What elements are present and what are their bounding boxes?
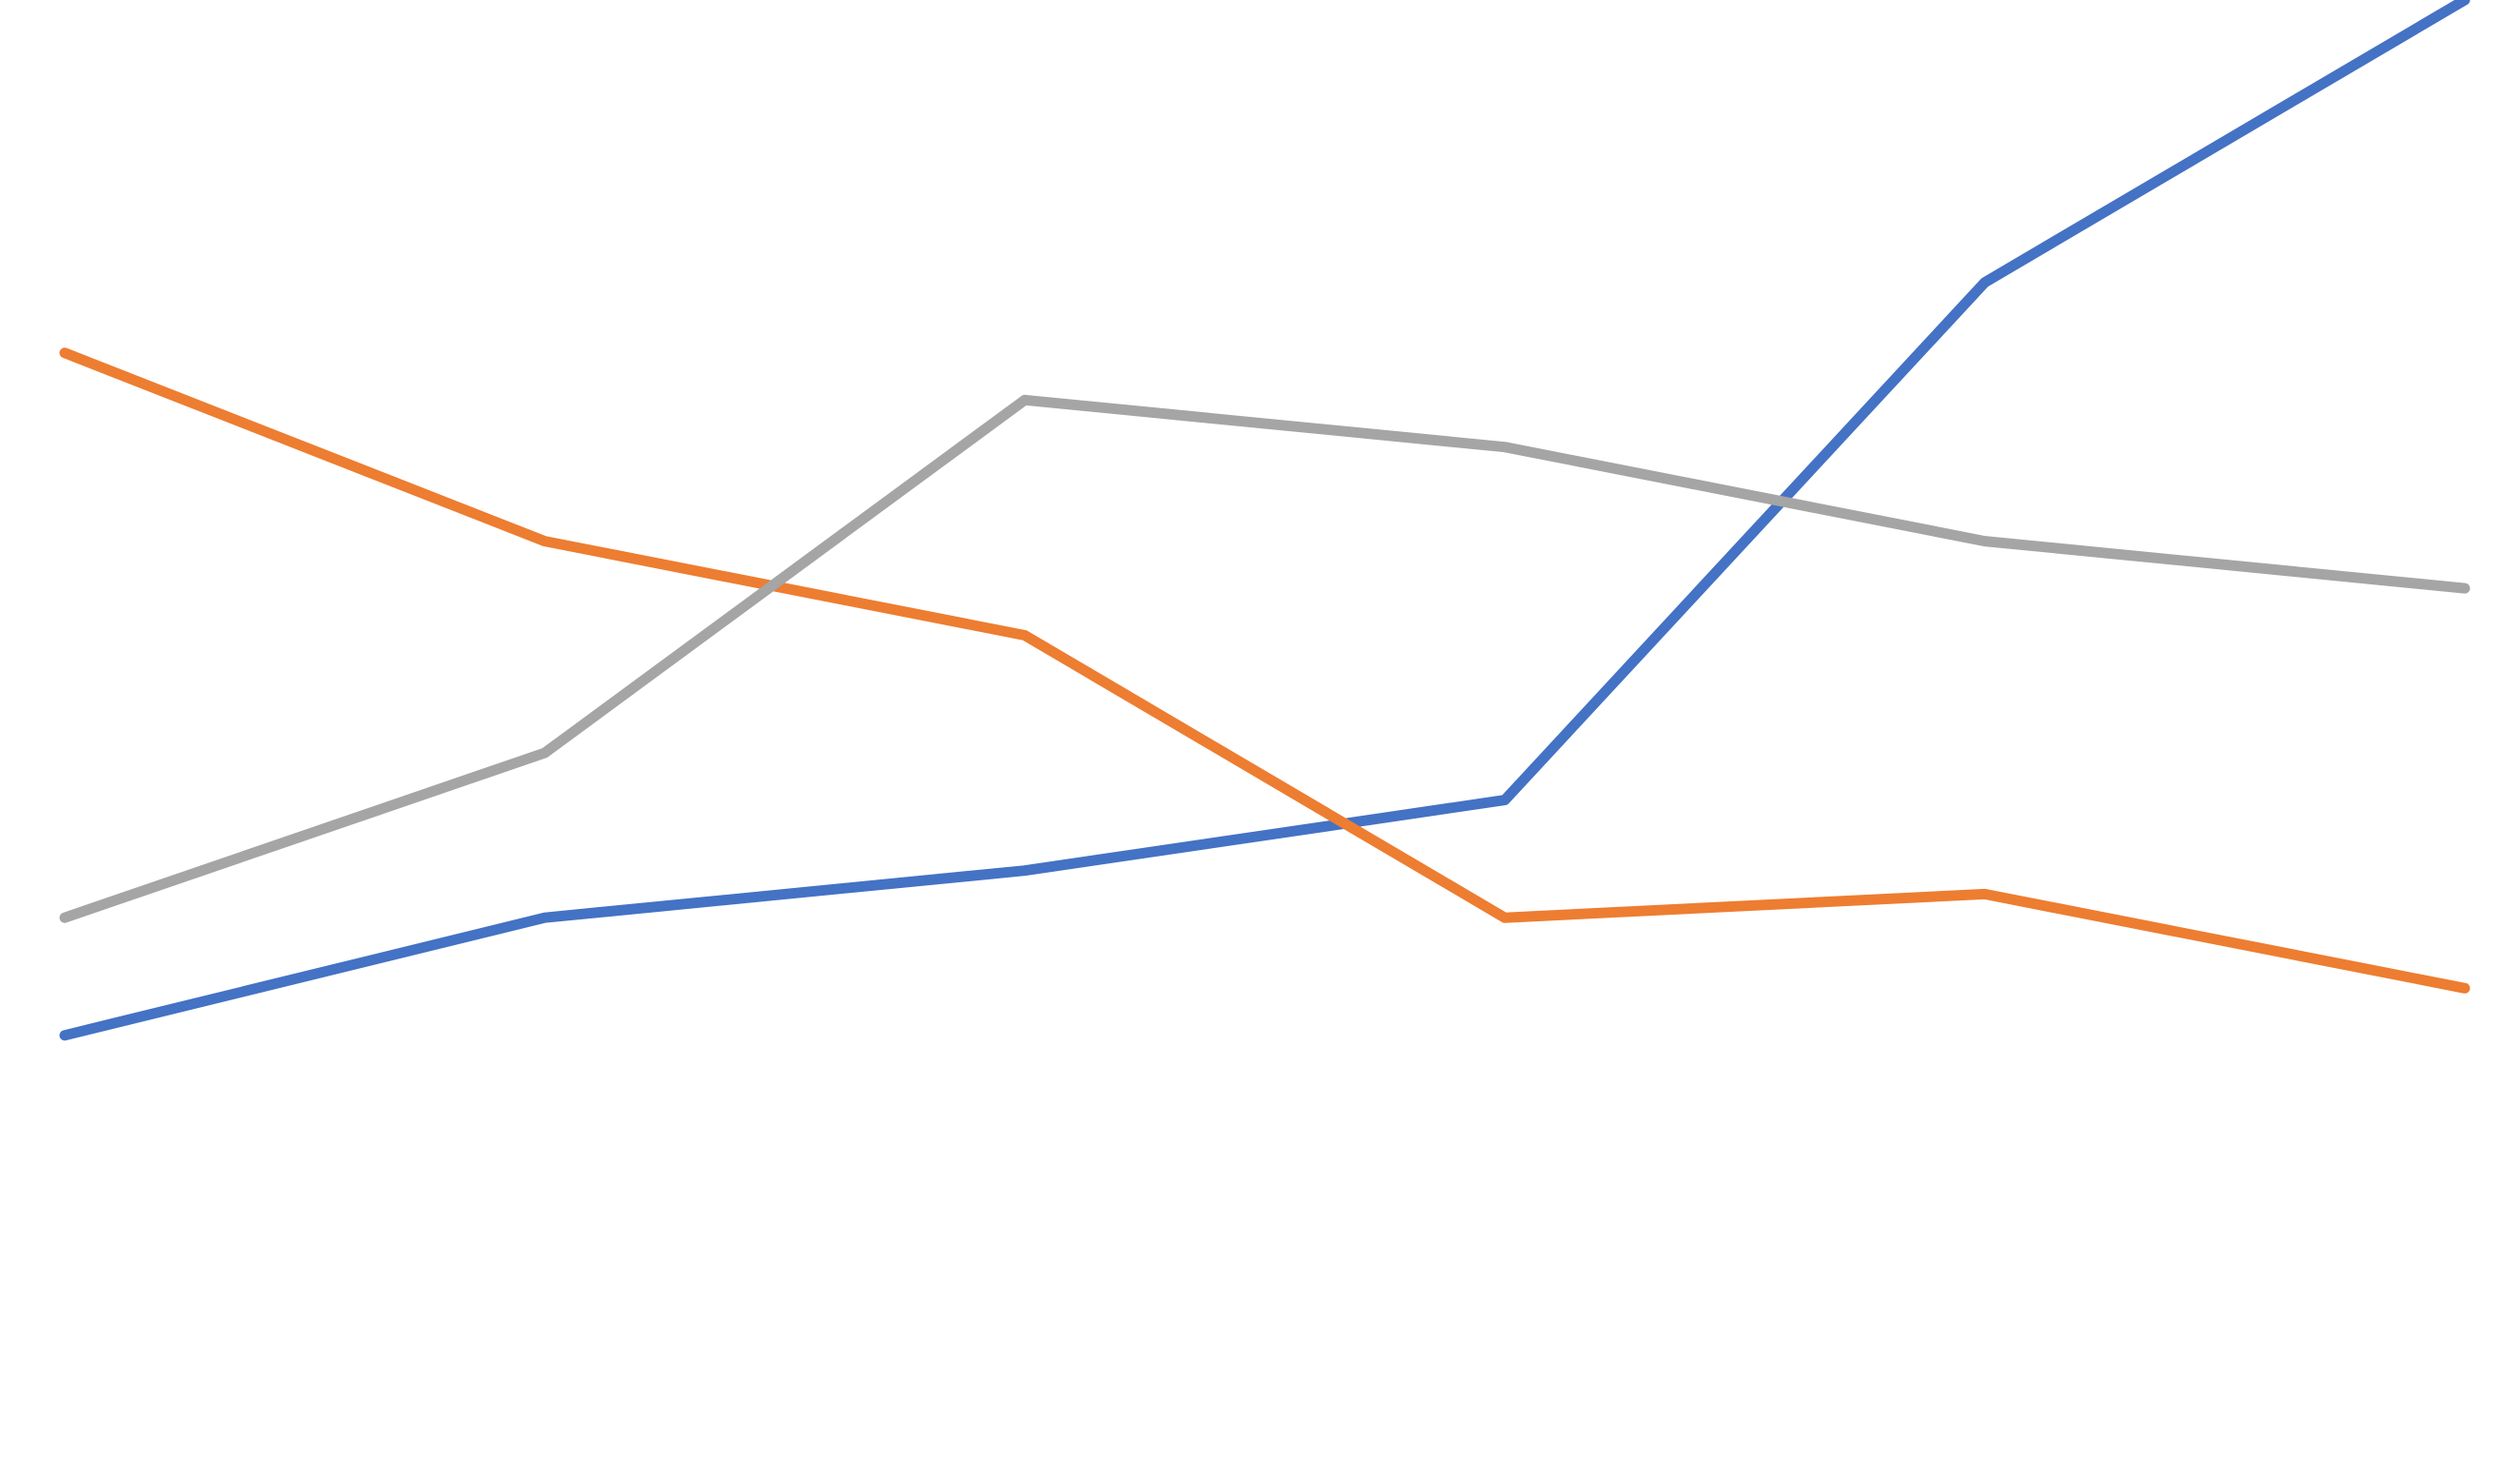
series-line-3 (59, 394, 2471, 923)
series-line-2 (59, 347, 2471, 994)
series-line-1 (59, 0, 2471, 1041)
plot-area (59, 0, 2471, 1041)
